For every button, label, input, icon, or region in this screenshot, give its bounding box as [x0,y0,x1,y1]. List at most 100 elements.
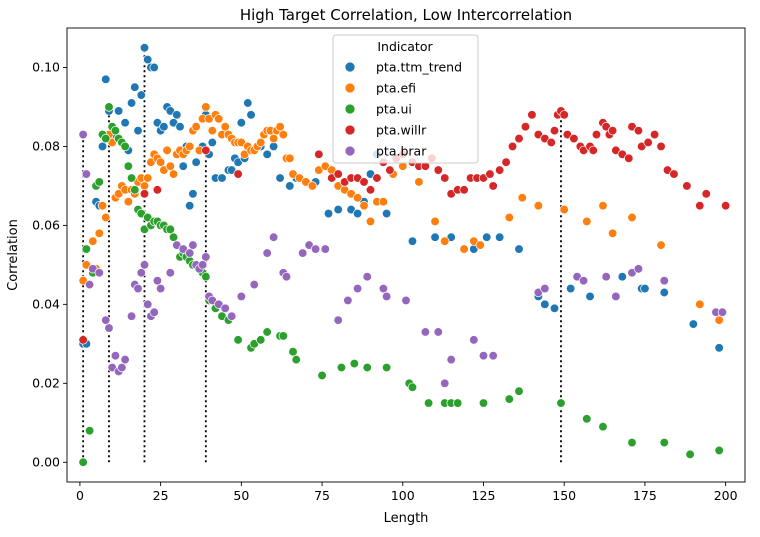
point-pta-ui [317,370,327,381]
point-pta-ttm-trend [133,125,143,136]
point-pta-willr [527,110,537,120]
y-tick-label: 0.02 [32,375,60,390]
point-pta-brar [201,252,211,262]
point-pta-ttm-trend [207,137,217,148]
point-pta-ttm-trend [333,204,343,215]
point-pta-brar [633,264,644,274]
point-pta-ui [659,437,669,448]
point-pta-brar [152,276,163,286]
point-pta-ttm-trend [175,122,185,132]
point-pta-brar [659,276,669,286]
point-pta-brar [227,311,237,321]
point-pta-efi [352,193,363,203]
point-pta-efi [123,197,133,207]
point-pta-efi [365,216,376,227]
point-pta-ttm-trend [120,118,130,128]
point-pta-brar [298,248,308,258]
point-pta-ttm-trend [688,319,698,329]
point-pta-ttm-trend [323,208,334,219]
legend-marker-pta-willr [344,124,356,136]
point-pta-brar [149,307,159,317]
y-tick-label: 0.08 [32,138,60,153]
point-pta-ttm-trend [659,287,669,298]
point-pta-willr [520,122,531,132]
point-pta-willr [591,129,602,140]
point-pta-ui [478,398,489,408]
point-pta-ui [349,358,359,369]
point-pta-brar [220,303,230,313]
legend-marker-pta-brar [344,145,356,157]
point-pta-efi [285,153,295,163]
x-tick-label: 175 [633,488,657,503]
point-pta-efi [88,236,98,246]
point-pta-brar [133,283,143,294]
point-pta-willr [569,133,579,144]
point-pta-efi [598,201,608,211]
point-pta-willr [201,145,211,156]
point-pta-efi [207,125,217,136]
point-pta-efi [275,122,285,132]
point-pta-willr [559,110,569,120]
point-pta-ui [262,327,272,337]
point-pta-brar [101,315,111,325]
point-pta-efi [475,240,485,250]
point-pta-ui [110,125,121,136]
x-tick-label: 25 [153,488,169,503]
legend-label-pta-ui: pta.ui [376,102,412,117]
point-pta-ui [598,422,608,432]
point-pta-efi [155,157,166,167]
point-pta-ttm-trend [136,90,146,100]
point-pta-ui [278,331,288,341]
point-pta-ttm-trend [139,43,150,53]
legend-marker-pta-ui [344,103,356,115]
point-pta-ui [556,398,566,408]
point-pta-brar [81,169,92,179]
x-tick-label: 150 [552,488,576,503]
point-pta-efi [220,122,230,132]
point-pta-willr [720,201,731,211]
point-pta-brar [320,244,330,254]
point-pta-ui [104,102,114,112]
point-pta-ttm-trend [97,141,108,152]
point-pta-efi [162,145,172,156]
point-pta-willr [649,129,660,140]
scatter-points [78,43,731,467]
point-pta-ttm-trend [566,283,576,294]
point-pta-ttm-trend [262,149,272,159]
point-pta-brar [262,248,272,258]
point-pta-ui [362,362,372,373]
point-pta-brar [578,276,589,286]
point-pta-ui [81,244,92,254]
point-pta-ttm-trend [172,110,182,120]
legend-box [332,34,479,164]
point-pta-brar [94,268,104,278]
point-pta-efi [101,212,111,223]
point-pta-ui [201,272,211,282]
point-pta-brar [440,378,450,388]
point-pta-ttm-trend [101,74,111,84]
legend: Indicator pta.ttm_trendpta.efipta.uipta.… [332,34,479,164]
point-pta-ui [381,362,392,373]
point-pta-efi [504,212,514,223]
point-pta-brar [352,283,363,294]
x-tick-label: 200 [714,488,738,503]
point-pta-willr [78,335,88,345]
point-pta-willr [546,137,556,148]
point-pta-brar [333,315,343,325]
point-pta-brar [469,335,479,345]
point-pta-brar [197,260,208,270]
y-axis-ticks: 0.00 0.02 0.04 0.06 0.08 0.10 [32,59,67,469]
point-pta-ui [233,335,243,345]
point-pta-ttm-trend [185,201,195,211]
point-pta-ttm-trend [126,98,137,108]
point-pta-willr [607,125,618,136]
point-pta-brar [362,272,372,282]
point-pta-ttm-trend [130,82,140,92]
point-pta-ui [168,232,179,242]
point-pta-willr [359,177,369,187]
point-pta-ttm-trend [352,208,363,219]
point-pta-efi [582,216,592,227]
point-pta-brar [717,307,728,317]
point-pta-brar [139,260,150,270]
point-pta-willr [314,149,324,159]
